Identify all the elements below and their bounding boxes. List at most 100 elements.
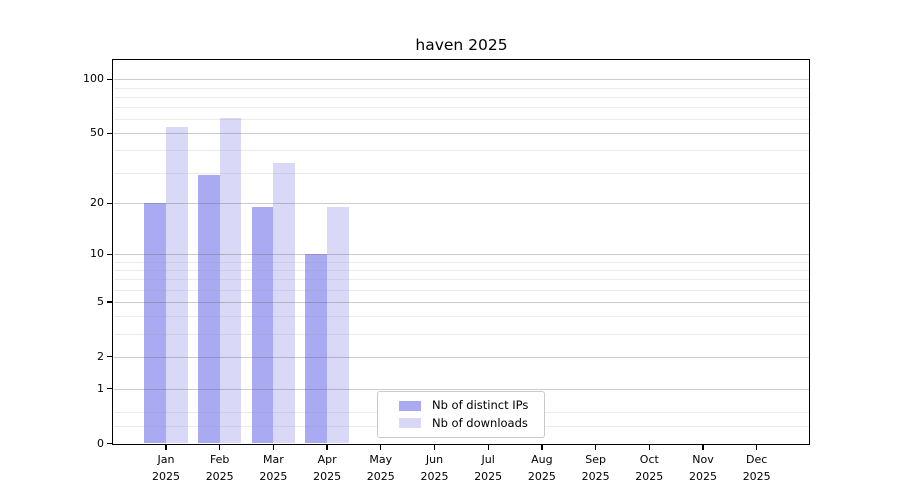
- bar-downloads-apr: [327, 207, 349, 444]
- x-tick-mark: [541, 445, 543, 450]
- y-tick-mark: [107, 253, 112, 255]
- x-tick-label-may: May 2025: [353, 452, 409, 485]
- gridline-minor: [114, 107, 809, 109]
- gridline-major: [114, 133, 809, 135]
- gridline-minor: [114, 270, 809, 272]
- x-tick-mark: [433, 445, 436, 450]
- y-tick-mark: [107, 132, 112, 134]
- month-label: Jun: [425, 453, 444, 466]
- legend-swatch-downloads: [399, 418, 421, 429]
- gridline-major: [114, 203, 809, 205]
- x-tick-mark: [219, 445, 221, 450]
- year-label: 2025: [474, 469, 503, 483]
- year-label: 2025: [527, 469, 556, 483]
- year-label: 2025: [742, 469, 771, 483]
- legend-swatch-distinct-ips: [399, 400, 421, 411]
- bar-ips-feb: [197, 175, 220, 444]
- x-tick-mark: [648, 445, 650, 450]
- gridline-minor: [114, 150, 809, 152]
- gridline-minor: [114, 96, 809, 98]
- x-tick-label-mar: Mar 2025: [245, 452, 301, 485]
- month-label: Dec: [746, 453, 768, 466]
- month-label: Apr: [317, 453, 337, 466]
- x-tick-label-jan: Jan 2025: [138, 452, 194, 485]
- month-label: May: [369, 453, 393, 466]
- year-label: 2025: [689, 469, 717, 483]
- bar-ips-apr: [305, 254, 328, 444]
- y-tick-label: 1: [97, 381, 104, 395]
- x-tick-label-jun: Jun 2025: [407, 452, 463, 485]
- x-tick-label-dec: Dec 2025: [729, 452, 785, 485]
- gridline-minor: [114, 87, 809, 89]
- y-tick-label: 5: [97, 295, 104, 309]
- month-label: Mar: [263, 453, 284, 466]
- bar-ips-jan: [144, 203, 166, 444]
- y-tick-label: 50: [90, 126, 104, 140]
- x-tick-label-aug: Aug 2025: [514, 452, 570, 485]
- legend: Nb of distinct IPs Nb of downloads: [377, 391, 545, 438]
- plot-area: [112, 59, 810, 445]
- y-tick-mark: [107, 388, 112, 390]
- x-tick-mark: [165, 445, 167, 450]
- x-tick-label-nov: Nov 2025: [675, 452, 731, 485]
- x-tick-label-oct: Oct 2025: [621, 452, 677, 485]
- x-tick-mark: [487, 445, 489, 450]
- x-tick-mark: [756, 445, 758, 450]
- y-tick-mark: [107, 301, 112, 303]
- x-tick-mark: [594, 445, 597, 450]
- gridline-major: [114, 79, 809, 81]
- bar-downloads-feb: [219, 117, 242, 444]
- gridline-minor: [114, 261, 809, 263]
- gridline-minor: [114, 289, 809, 291]
- year-label: 2025: [581, 469, 610, 483]
- y-tick-label: 100: [83, 72, 104, 86]
- y-tick-label: 0: [97, 436, 104, 450]
- year-label: 2025: [259, 469, 288, 483]
- y-tick-mark: [107, 442, 112, 445]
- gridline-minor: [114, 334, 809, 336]
- year-label: 2025: [420, 469, 449, 483]
- y-tick-label: 2: [97, 349, 104, 363]
- x-tick-label-jul: Jul 2025: [460, 452, 516, 485]
- month-label: Nov: [692, 453, 714, 466]
- gridline-minor: [114, 119, 809, 121]
- gridline-minor: [114, 316, 809, 318]
- y-tick-mark: [107, 78, 112, 80]
- gridline-major: [114, 356, 809, 358]
- y-tick-label: 10: [90, 247, 104, 261]
- legend-label-distinct-ips: Nb of distinct IPs: [432, 398, 529, 413]
- year-label: 2025: [366, 469, 395, 483]
- x-tick-mark: [380, 445, 382, 450]
- gridline-major: [114, 254, 809, 256]
- x-tick-label-feb: Feb 2025: [192, 452, 248, 485]
- bar-downloads-mar: [273, 162, 296, 444]
- month-label: Oct: [639, 453, 659, 466]
- month-label: Jul: [481, 453, 495, 466]
- year-label: 2025: [205, 469, 234, 483]
- month-label: Jan: [157, 453, 175, 466]
- x-tick-mark: [702, 445, 704, 450]
- y-tick-mark: [107, 356, 112, 358]
- year-label: 2025: [313, 469, 342, 483]
- legend-item-distinct-ips: Nb of distinct IPs: [399, 399, 544, 412]
- x-tick-label-apr: Apr 2025: [299, 452, 355, 485]
- gridline-major: [114, 302, 809, 304]
- chart-title: haven 2025: [415, 36, 508, 54]
- year-label: 2025: [152, 469, 180, 483]
- y-tick-label: 20: [90, 196, 104, 210]
- x-tick-label-sep: Sep 2025: [568, 452, 624, 485]
- month-label: Aug: [531, 453, 553, 466]
- legend-item-downloads: Nb of downloads: [399, 415, 544, 430]
- gridline-minor: [114, 279, 809, 281]
- month-label: Feb: [209, 453, 230, 466]
- bar-downloads-jan: [166, 127, 188, 444]
- month-label: Sep: [585, 453, 606, 466]
- x-tick-mark: [272, 445, 275, 450]
- year-label: 2025: [635, 469, 664, 483]
- legend-label-downloads: Nb of downloads: [432, 415, 528, 430]
- y-tick-mark: [107, 202, 112, 204]
- bar-ips-mar: [251, 207, 274, 444]
- gridline-major: [114, 388, 809, 390]
- gridline-minor: [114, 172, 809, 174]
